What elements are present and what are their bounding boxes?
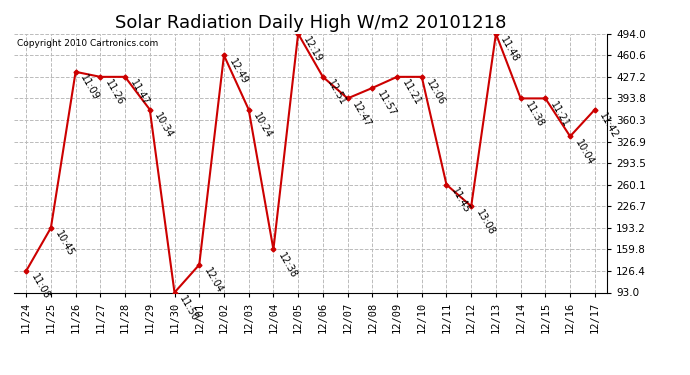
Text: 12:49: 12:49 [227, 57, 249, 86]
Text: 11:21: 11:21 [548, 100, 571, 129]
Text: 12:47: 12:47 [351, 100, 373, 129]
Text: 11:48: 11:48 [499, 35, 521, 64]
Text: 13:08: 13:08 [474, 208, 497, 237]
Text: 11:38: 11:38 [524, 100, 546, 129]
Text: 10:34: 10:34 [152, 111, 175, 140]
Text: 11:09: 11:09 [79, 73, 101, 102]
Text: 11:26: 11:26 [103, 78, 126, 107]
Text: 11:50: 11:50 [177, 294, 200, 323]
Text: 11:21: 11:21 [400, 78, 422, 107]
Text: 11:45: 11:45 [449, 186, 472, 215]
Text: 11:08: 11:08 [29, 272, 52, 302]
Text: 11:47: 11:47 [128, 78, 150, 107]
Text: 11:57: 11:57 [375, 89, 397, 118]
Text: 12:19: 12:19 [301, 35, 324, 64]
Text: 12:51: 12:51 [326, 78, 348, 108]
Text: 12:04: 12:04 [202, 266, 225, 295]
Text: 12:06: 12:06 [424, 78, 447, 107]
Text: 10:24: 10:24 [251, 111, 274, 140]
Text: 10:04: 10:04 [573, 138, 595, 167]
Text: 11:42: 11:42 [598, 111, 620, 140]
Title: Solar Radiation Daily High W/m2 20101218: Solar Radiation Daily High W/m2 20101218 [115, 14, 506, 32]
Text: 10:45: 10:45 [54, 229, 77, 258]
Text: Copyright 2010 Cartronics.com: Copyright 2010 Cartronics.com [17, 39, 158, 48]
Text: 12:38: 12:38 [276, 251, 299, 280]
